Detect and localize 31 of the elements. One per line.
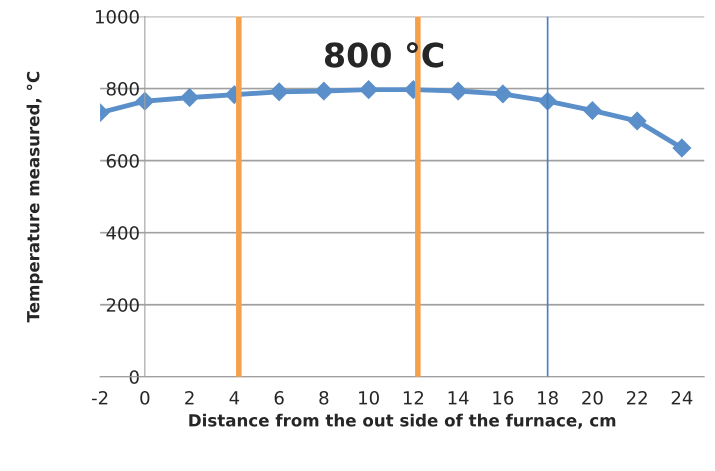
x-tick-label: 10 bbox=[359, 391, 379, 405]
point bbox=[672, 138, 692, 158]
x-tick-label: 12 bbox=[404, 391, 424, 404]
y-tick-label: 600 bbox=[106, 154, 139, 168]
y-tick-label: 200 bbox=[106, 298, 139, 312]
point bbox=[583, 101, 602, 120]
x-tick-label: 24 bbox=[672, 391, 692, 404]
y-tick-label: 0 bbox=[130, 370, 139, 384]
x-tick-label: 6 bbox=[274, 391, 284, 405]
point bbox=[359, 80, 378, 99]
x-axis-title: Distance from the out side of the furnace, cm bbox=[189, 414, 616, 429]
x-tick-label: 20 bbox=[582, 391, 603, 405]
point bbox=[494, 84, 512, 104]
x-tick-label: 8 bbox=[319, 391, 328, 405]
x-tick-label: 18 bbox=[538, 391, 558, 405]
point bbox=[448, 82, 468, 100]
x-tick-label: 14 bbox=[448, 391, 469, 404]
x-tick-label: 4 bbox=[230, 391, 240, 404]
x-tick-label: 2 bbox=[185, 391, 194, 404]
x-tick-label: 0 bbox=[140, 391, 150, 405]
point bbox=[314, 82, 334, 100]
y-tick-label: 400 bbox=[106, 226, 139, 240]
x-tick-label: 16 bbox=[493, 391, 514, 405]
y-axis-title: Temperature measured, °C bbox=[26, 72, 43, 322]
y-tick-label: 1000 bbox=[96, 10, 139, 24]
point bbox=[270, 82, 288, 102]
x-tick-label: -2 bbox=[92, 391, 108, 404]
x-tick-label: 22 bbox=[626, 391, 647, 404]
point bbox=[628, 112, 647, 130]
y-tick-label: 800 bbox=[106, 82, 139, 96]
point bbox=[180, 88, 199, 107]
